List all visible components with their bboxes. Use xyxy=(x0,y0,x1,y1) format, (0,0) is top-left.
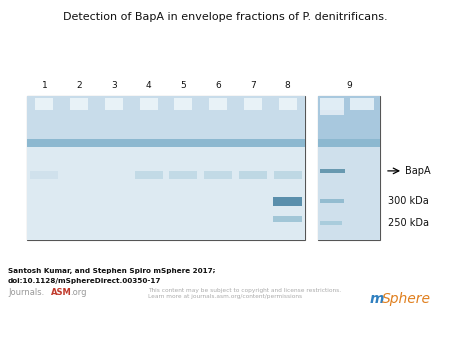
Text: 6: 6 xyxy=(215,81,221,90)
Text: 250 kDa: 250 kDa xyxy=(388,218,429,228)
Bar xyxy=(140,98,158,110)
Bar xyxy=(105,98,123,110)
Text: Journals.: Journals. xyxy=(8,288,44,297)
Bar xyxy=(174,98,193,110)
Bar xyxy=(320,98,343,110)
Bar xyxy=(27,139,305,147)
Bar xyxy=(320,169,345,173)
Text: 4: 4 xyxy=(146,81,152,90)
Text: Sphere: Sphere xyxy=(382,292,431,306)
Text: doi:10.1128/mSphereDirect.00350-17: doi:10.1128/mSphereDirect.00350-17 xyxy=(8,278,162,284)
Bar xyxy=(36,98,54,110)
Bar xyxy=(170,171,197,179)
Text: BapA: BapA xyxy=(405,166,431,176)
Bar xyxy=(27,96,305,240)
Bar xyxy=(209,98,227,110)
Bar xyxy=(135,171,162,179)
Bar xyxy=(204,171,232,179)
Text: ASM: ASM xyxy=(51,288,72,297)
Text: 3: 3 xyxy=(111,81,117,90)
Text: 7: 7 xyxy=(250,81,256,90)
Text: 2: 2 xyxy=(76,81,82,90)
Bar xyxy=(244,98,262,110)
Text: This content may be subject to copyright and license restrictions.
Learn more at: This content may be subject to copyright… xyxy=(148,288,341,299)
Bar xyxy=(320,221,342,225)
Text: m: m xyxy=(370,292,384,306)
Bar xyxy=(318,96,380,147)
Text: 300 kDa: 300 kDa xyxy=(388,196,429,206)
Text: 5: 5 xyxy=(180,81,186,90)
Text: 1: 1 xyxy=(41,81,47,90)
Bar xyxy=(273,216,302,222)
Bar xyxy=(318,96,380,240)
Bar xyxy=(274,171,302,179)
Bar xyxy=(70,98,88,110)
Text: Santosh Kumar, and Stephen Spiro mSphere 2017;: Santosh Kumar, and Stephen Spiro mSphere… xyxy=(8,268,216,274)
Bar xyxy=(31,171,58,179)
Text: 9: 9 xyxy=(346,81,352,90)
Bar xyxy=(318,147,380,240)
Bar xyxy=(27,147,305,240)
Bar xyxy=(27,96,305,142)
Bar xyxy=(273,197,302,206)
Bar xyxy=(320,199,343,203)
Bar xyxy=(318,139,380,147)
Bar xyxy=(320,98,343,115)
Bar xyxy=(350,98,374,110)
Bar xyxy=(279,98,297,110)
Text: Detection of BapA in envelope fractions of P. denitrificans.: Detection of BapA in envelope fractions … xyxy=(63,12,387,22)
Text: .org: .org xyxy=(70,288,86,297)
Bar xyxy=(239,171,267,179)
Text: 8: 8 xyxy=(285,81,291,90)
